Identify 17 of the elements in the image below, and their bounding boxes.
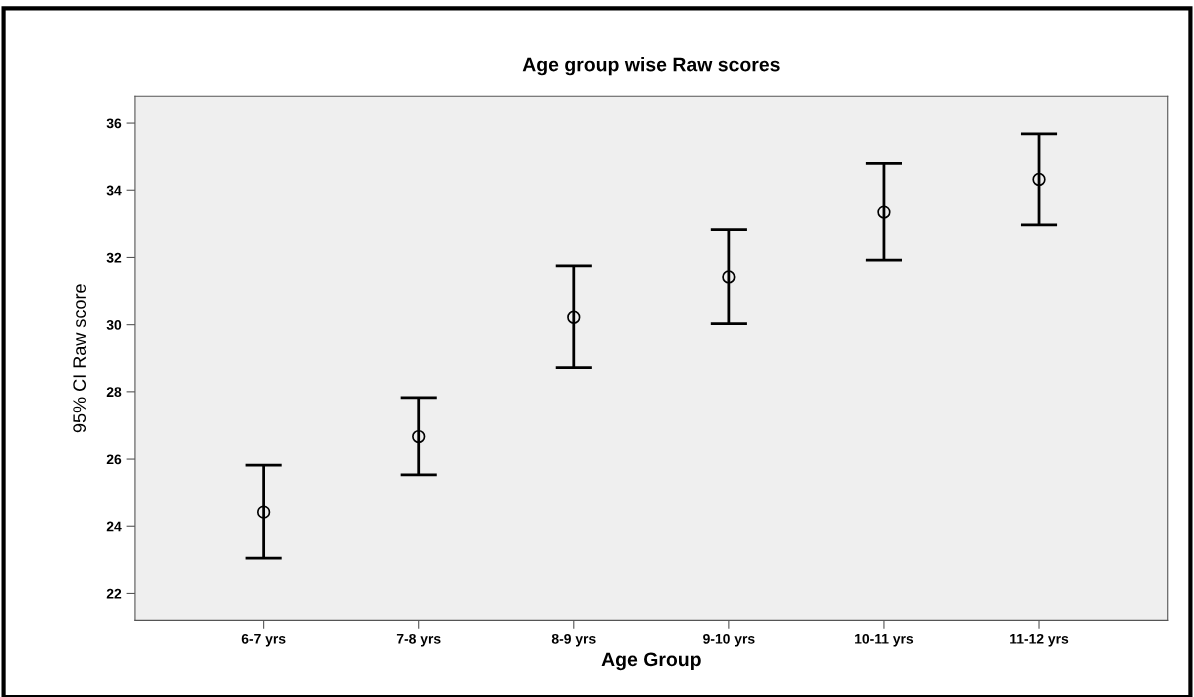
y-tick-label: 26 bbox=[106, 454, 122, 465]
y-tick-label: 36 bbox=[106, 118, 122, 129]
y-axis-title: 95% CI Raw score bbox=[73, 284, 87, 433]
chart-title: Age group wise Raw scores bbox=[522, 57, 780, 76]
y-tick-label: 32 bbox=[106, 252, 122, 263]
y-tick-label: 24 bbox=[106, 521, 122, 532]
x-tick-label: 10-11 yrs bbox=[855, 633, 914, 647]
x-tick-label: 7-8 yrs bbox=[396, 633, 441, 647]
y-tick-label: 28 bbox=[106, 387, 122, 398]
y-tick-label: 30 bbox=[106, 319, 122, 330]
x-tick-label: 11-12 yrs bbox=[1010, 633, 1069, 647]
y-tick-label: 22 bbox=[106, 588, 122, 599]
x-tick-label: 8-9 yrs bbox=[551, 633, 596, 647]
x-tick-label: 9-10 yrs bbox=[703, 633, 755, 647]
x-axis-title: Age Group bbox=[601, 652, 701, 671]
y-tick-label: 34 bbox=[106, 185, 122, 196]
x-tick-label: 6-7 yrs bbox=[241, 633, 286, 647]
